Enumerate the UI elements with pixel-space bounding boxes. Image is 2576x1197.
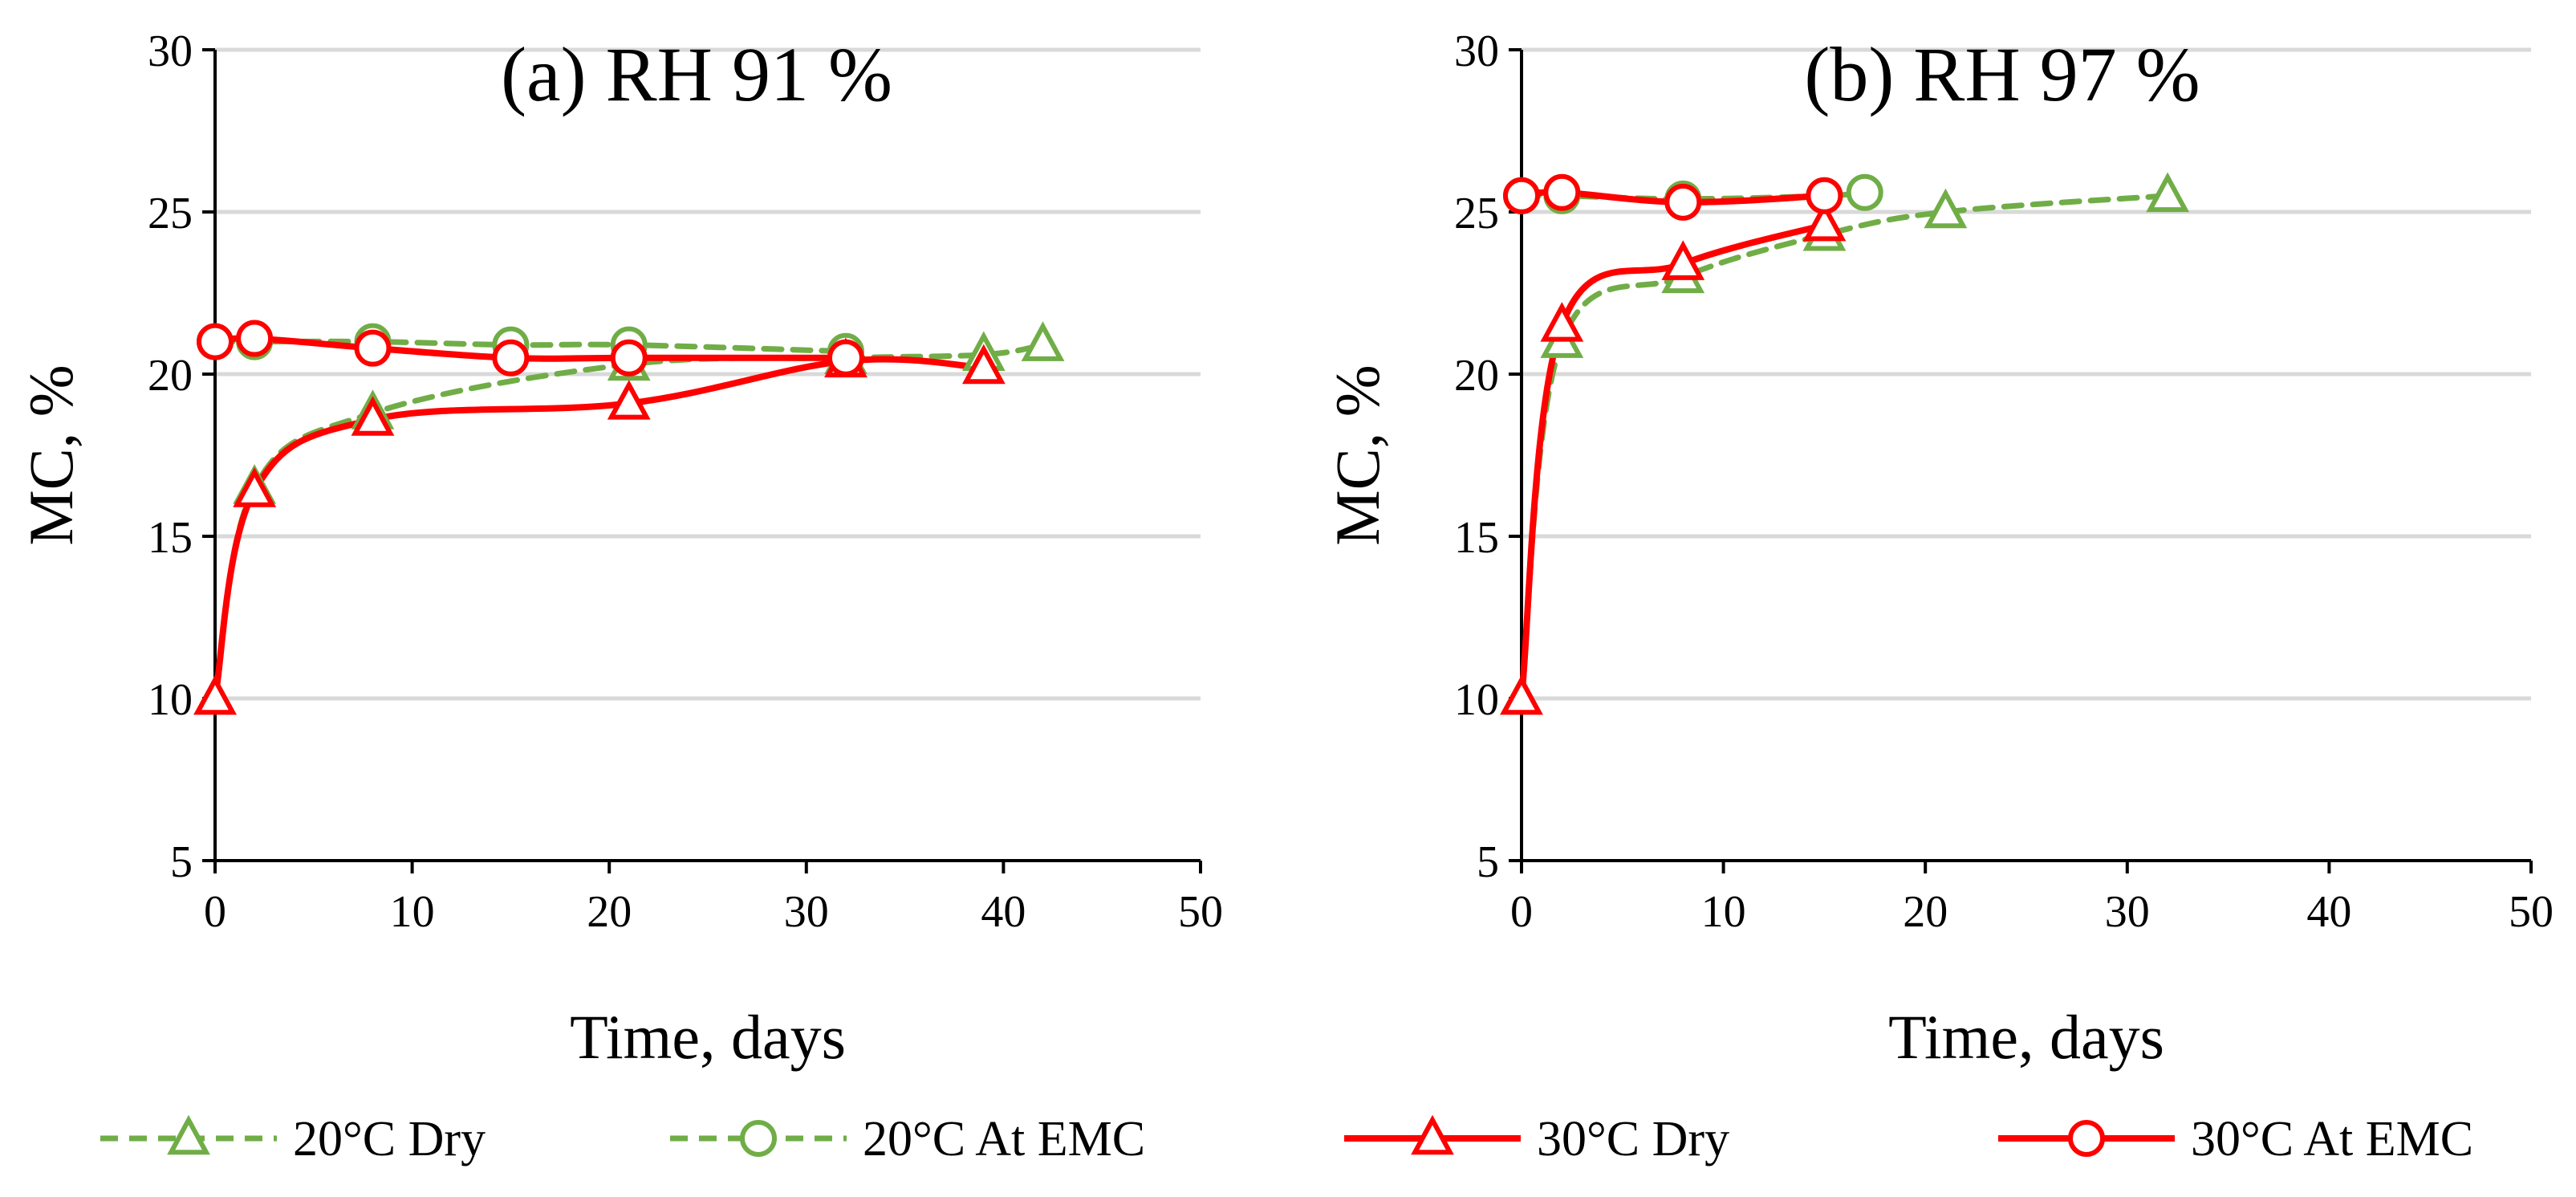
data-point — [236, 320, 274, 357]
legend-marker — [167, 1114, 210, 1155]
data-point — [1664, 183, 1702, 221]
series-line-1 — [212, 338, 849, 355]
data-point — [1543, 173, 1581, 211]
x-tick-label: 50 — [2509, 887, 2554, 937]
y-tick-label: 15 — [1454, 513, 1499, 563]
x-tick-label: 0 — [1510, 887, 1533, 937]
data-point — [233, 467, 277, 507]
y-tick-label: 25 — [148, 189, 193, 238]
data-point — [197, 323, 234, 360]
data-point — [1021, 321, 1065, 361]
y-tick-label: 20 — [148, 351, 193, 401]
x-tick-label: 40 — [981, 887, 1026, 937]
legend: 20°C Dry 20°C At EMC 30°C Dry 30°C At EMC — [100, 1112, 2473, 1166]
x-tick-label: 0 — [204, 887, 226, 937]
data-point — [492, 339, 530, 377]
legend-label: 20°C At EMC — [863, 1112, 1145, 1166]
x-tick-label: 20 — [587, 887, 632, 937]
data-point — [607, 380, 651, 420]
y-tick-label: 15 — [148, 513, 193, 563]
data-point — [1924, 188, 1968, 229]
panel-title: (b) RH 97 % — [1804, 31, 2200, 117]
y-tick-label: 30 — [1454, 26, 1499, 76]
data-point — [354, 329, 392, 367]
legend-marker — [1411, 1114, 1454, 1155]
panel-title: (a) RH 91 % — [501, 31, 892, 117]
x-tick-label: 50 — [1178, 887, 1223, 937]
data-point — [610, 339, 648, 377]
x-tick-label: 10 — [1701, 887, 1746, 937]
y-tick-label: 25 — [1454, 189, 1499, 238]
legend-marker — [740, 1120, 777, 1157]
data-point — [1806, 177, 1843, 214]
legend-marker — [2068, 1120, 2105, 1157]
y-axis-title: MC, % — [16, 364, 86, 545]
data-point — [351, 396, 395, 436]
series-line-2 — [212, 356, 987, 702]
data-point — [1802, 201, 1847, 242]
panel-b: 5 10 15 20 25 30 0 10 20 30 40 50 Time, days MC, % (b)… — [1323, 26, 2554, 1072]
data-point — [827, 339, 864, 377]
data-point — [193, 674, 237, 715]
data-point — [961, 344, 1006, 385]
legend-label: 20°C Dry — [293, 1112, 486, 1166]
y-tick-label: 20 — [1454, 351, 1499, 401]
legend-label: 30°C Dry — [1537, 1112, 1729, 1166]
x-axis-title: Time, days — [570, 1002, 846, 1072]
series-line-3 — [1518, 189, 1828, 206]
data-point — [1846, 173, 1883, 211]
data-point — [1661, 240, 1705, 280]
data-point — [1503, 177, 1540, 214]
y-tick-label: 5 — [170, 837, 193, 887]
y-tick-label: 30 — [148, 26, 193, 76]
data-point — [1540, 302, 1584, 342]
x-tick-label: 20 — [1903, 887, 1948, 937]
x-tick-label: 30 — [2105, 887, 2150, 937]
y-tick-label: 5 — [1477, 837, 1499, 887]
x-axis-title: Time, days — [1888, 1002, 2164, 1072]
panel-a: 5 10 15 20 25 30 0 10 20 30 40 50 Time, days MC, % (a)… — [16, 26, 1223, 1072]
x-tick-label: 30 — [784, 887, 829, 937]
data-point — [2146, 172, 2190, 213]
data-point — [1500, 674, 1543, 715]
x-tick-label: 10 — [390, 887, 435, 937]
x-tick-label: 40 — [2306, 887, 2351, 937]
series-line-2 — [1518, 222, 1828, 702]
y-tick-label: 10 — [1454, 675, 1499, 725]
legend-label: 30°C At EMC — [2191, 1112, 2473, 1166]
y-tick-label: 10 — [148, 675, 193, 725]
y-axis-title: MC, % — [1323, 364, 1392, 545]
